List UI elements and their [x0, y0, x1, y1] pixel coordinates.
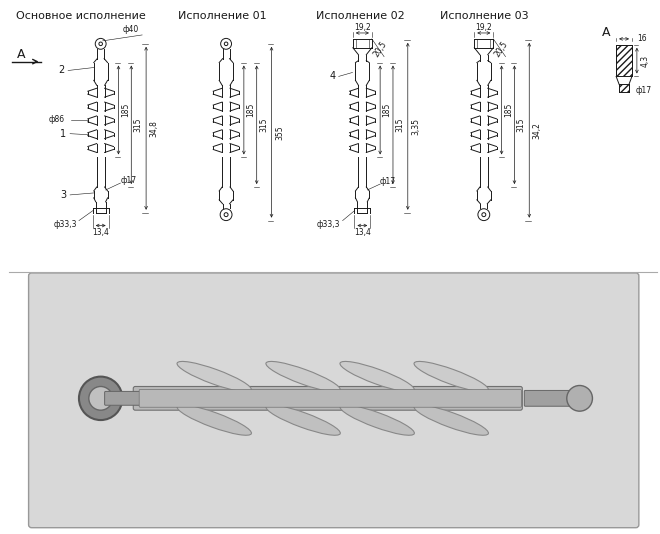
FancyBboxPatch shape: [139, 389, 521, 407]
Text: ф40: ф40: [122, 25, 139, 34]
Ellipse shape: [340, 405, 414, 435]
Text: 315: 315: [259, 117, 268, 132]
Text: Основное исполнение: Основное исполнение: [16, 11, 146, 21]
FancyBboxPatch shape: [28, 273, 639, 528]
Text: 185: 185: [246, 103, 255, 117]
Bar: [616, 45, 632, 76]
Ellipse shape: [340, 362, 414, 392]
Text: ф17: ф17: [380, 177, 396, 186]
Text: ф17: ф17: [120, 176, 137, 185]
Text: ф33,3: ф33,3: [317, 220, 341, 229]
Text: 2: 2: [58, 66, 64, 75]
Text: ф33,3: ф33,3: [53, 220, 77, 229]
Ellipse shape: [266, 405, 341, 435]
Text: 315: 315: [395, 117, 405, 132]
Text: 34,8: 34,8: [150, 120, 158, 137]
FancyBboxPatch shape: [133, 387, 522, 410]
Ellipse shape: [414, 405, 488, 435]
Text: 13,4: 13,4: [92, 228, 109, 237]
Text: 19,2: 19,2: [354, 22, 371, 32]
Text: A: A: [16, 48, 25, 61]
Circle shape: [567, 386, 593, 411]
Ellipse shape: [177, 405, 251, 435]
FancyBboxPatch shape: [524, 390, 576, 406]
Text: 185: 185: [383, 103, 391, 117]
Text: A: A: [602, 27, 611, 40]
Ellipse shape: [266, 362, 341, 392]
Text: Исполнение 03: Исполнение 03: [440, 11, 529, 21]
Text: 355: 355: [275, 125, 284, 139]
Text: 20,5: 20,5: [493, 40, 510, 58]
Text: 34,2: 34,2: [533, 122, 542, 139]
Ellipse shape: [177, 362, 251, 392]
Text: 3,35: 3,35: [411, 118, 420, 135]
Text: 19,2: 19,2: [475, 22, 492, 32]
Text: 1: 1: [60, 129, 66, 139]
Text: 13,4: 13,4: [354, 228, 371, 237]
Text: 16: 16: [637, 34, 647, 43]
Text: 20,5: 20,5: [372, 40, 389, 58]
Circle shape: [79, 376, 122, 420]
Ellipse shape: [414, 362, 488, 392]
Text: 315: 315: [517, 117, 526, 132]
Text: 4,3: 4,3: [640, 54, 649, 67]
Text: ф17: ф17: [636, 86, 652, 95]
Text: 315: 315: [134, 117, 143, 132]
Text: 185: 185: [504, 103, 513, 117]
Text: 4: 4: [330, 72, 336, 81]
Text: Исполнение 01: Исполнение 01: [178, 11, 267, 21]
Circle shape: [89, 387, 112, 410]
Text: ф86: ф86: [48, 115, 64, 124]
Text: 185: 185: [121, 103, 130, 117]
Text: 3: 3: [60, 190, 66, 200]
Text: Исполнение 02: Исполнение 02: [316, 11, 405, 21]
FancyBboxPatch shape: [105, 391, 141, 405]
Bar: [619, 84, 629, 92]
